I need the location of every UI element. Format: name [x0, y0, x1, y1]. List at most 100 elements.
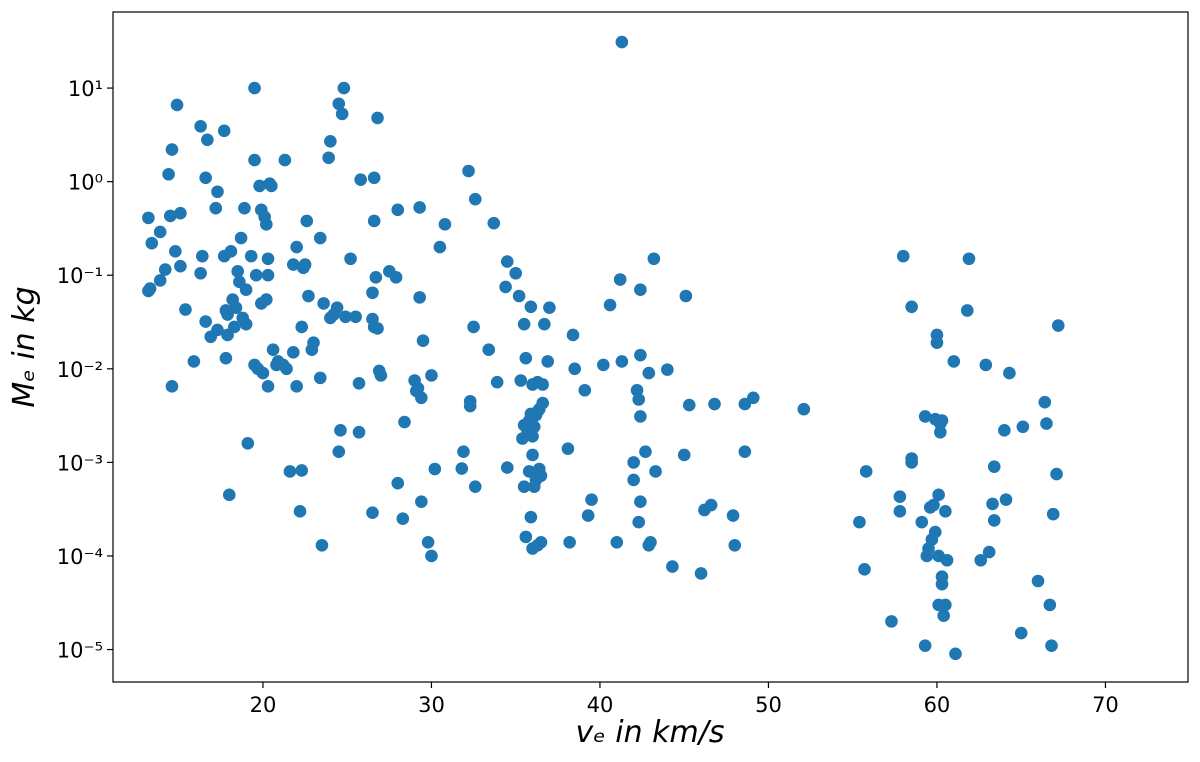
point — [374, 369, 388, 382]
point — [463, 394, 477, 408]
point — [249, 268, 263, 282]
point — [352, 425, 366, 439]
point — [928, 525, 942, 539]
point — [142, 211, 155, 225]
point — [987, 514, 1001, 527]
point — [918, 639, 932, 652]
point — [947, 355, 961, 368]
point — [500, 255, 514, 268]
point — [366, 286, 379, 300]
point — [293, 505, 307, 518]
point — [627, 456, 640, 469]
point — [352, 377, 366, 390]
point — [229, 301, 243, 314]
x-tick-label: 50 — [755, 693, 782, 717]
point — [438, 218, 452, 231]
x-tick-label: 70 — [1092, 693, 1119, 717]
point — [174, 206, 187, 220]
point — [158, 263, 172, 276]
point — [1051, 319, 1065, 332]
point — [940, 553, 954, 567]
point — [280, 362, 293, 376]
point — [199, 315, 212, 328]
point — [221, 308, 234, 321]
point — [649, 465, 662, 478]
point — [145, 236, 159, 250]
point — [526, 430, 539, 443]
point — [260, 218, 273, 231]
point — [369, 271, 383, 284]
point — [219, 351, 233, 365]
point — [490, 375, 504, 389]
point — [302, 289, 315, 303]
point — [398, 415, 411, 429]
point — [679, 289, 693, 303]
point — [317, 297, 330, 310]
point — [566, 328, 580, 342]
point — [527, 420, 541, 434]
point — [228, 320, 241, 334]
y-tick-label: 10⁰ — [68, 171, 103, 195]
point — [949, 647, 962, 661]
point — [962, 252, 976, 266]
point — [389, 271, 403, 284]
point — [930, 336, 944, 350]
point — [300, 214, 314, 228]
point — [536, 396, 549, 410]
point — [487, 216, 501, 230]
point — [313, 231, 327, 245]
point — [998, 424, 1011, 437]
point — [603, 298, 617, 312]
point — [468, 192, 482, 206]
point — [1038, 395, 1052, 409]
point — [298, 258, 312, 271]
point — [244, 249, 258, 263]
plot-frame — [112, 11, 1189, 683]
point — [201, 133, 214, 147]
y-axis-label: Mₑ in kg — [7, 286, 42, 407]
point — [999, 493, 1013, 506]
point — [534, 535, 548, 549]
point — [315, 539, 329, 552]
point — [253, 179, 266, 193]
point — [261, 268, 275, 282]
point — [239, 283, 253, 297]
point — [694, 567, 708, 580]
point — [290, 240, 303, 254]
point — [935, 414, 949, 427]
point — [421, 535, 435, 549]
point — [169, 245, 182, 258]
point — [1046, 507, 1060, 521]
point — [396, 512, 410, 526]
point — [639, 445, 652, 459]
y-tick-label: 10⁻⁵ — [57, 639, 103, 663]
point — [853, 515, 866, 529]
point — [256, 366, 270, 380]
point — [211, 185, 224, 199]
point — [467, 320, 480, 334]
point — [682, 398, 696, 412]
point — [482, 343, 496, 357]
point — [248, 81, 261, 95]
point — [896, 249, 910, 263]
point — [1016, 420, 1030, 434]
point — [509, 266, 523, 280]
point — [979, 358, 993, 372]
point — [536, 378, 549, 391]
point — [462, 164, 475, 178]
point — [238, 201, 251, 215]
point — [415, 391, 428, 405]
point — [610, 535, 624, 549]
point — [1050, 467, 1063, 481]
point — [261, 380, 275, 393]
point — [613, 273, 627, 286]
point — [371, 111, 384, 125]
point — [278, 153, 292, 167]
point — [585, 493, 598, 506]
point — [261, 252, 275, 266]
y-tick-label: 10⁻¹ — [57, 264, 103, 288]
point — [433, 240, 447, 254]
point — [194, 266, 207, 280]
point — [726, 509, 740, 522]
